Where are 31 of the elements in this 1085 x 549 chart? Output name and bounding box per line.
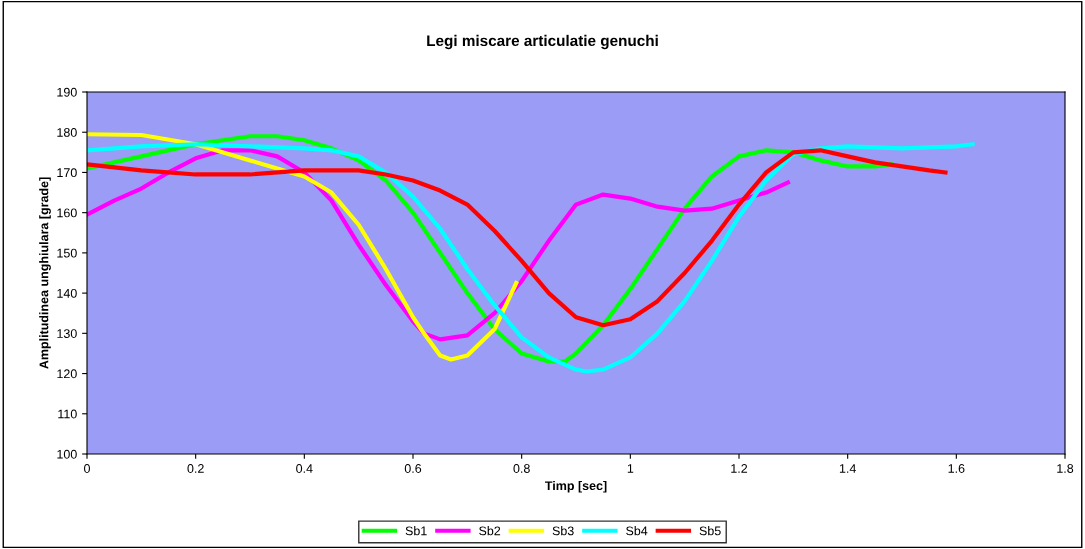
x-tick-label: 0: [84, 464, 90, 473]
y-tick-label: 130: [57, 329, 77, 338]
x-tick-label: 1.8: [1057, 464, 1074, 473]
line-series: [87, 142, 975, 374]
legend-label: Sb1: [405, 526, 427, 536]
y-axis-title: Amplitudinea unghiulara [grade]: [39, 177, 51, 369]
y-tick-label: 100: [57, 449, 77, 459]
x-tick-label: 1.2: [731, 464, 748, 473]
x-tick-label: 1.4: [839, 464, 856, 473]
x-tick-label: 0.8: [513, 464, 530, 473]
x-tick-label: 0.6: [404, 464, 422, 473]
chart-title: Legi miscare articulatie genuchi: [427, 34, 658, 50]
y-tick-label: 150: [57, 248, 77, 258]
legend-label: Sb5: [699, 526, 721, 536]
legend-label: Sb2: [479, 526, 501, 536]
line-series: [87, 132, 519, 362]
y-tick-label: 180: [57, 128, 77, 137]
y-tick-label: 160: [57, 208, 77, 218]
y-tick-label: 110: [58, 409, 77, 419]
y-tick-label: 140: [57, 288, 77, 298]
x-tick-label: 0.2: [187, 464, 204, 473]
x-tick-label: 0.4: [296, 464, 313, 473]
y-tick-label: 170: [57, 168, 77, 178]
legend-label: Sb3: [552, 526, 574, 536]
y-tick-label: 190: [57, 87, 77, 97]
x-tick-label: 1: [627, 464, 634, 473]
x-axis-title: Timp [sec]: [545, 480, 607, 493]
y-tick-label: 120: [57, 369, 77, 379]
line-series: [87, 148, 948, 328]
x-tick-label: 1.6: [948, 464, 965, 473]
legend-label: Sb4: [626, 526, 648, 536]
